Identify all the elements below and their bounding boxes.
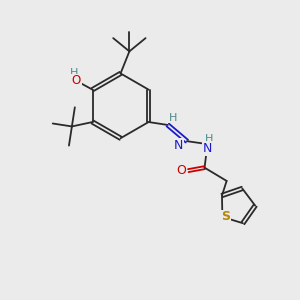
Text: N: N bbox=[174, 139, 183, 152]
Text: N: N bbox=[203, 142, 212, 155]
Text: H: H bbox=[169, 112, 177, 123]
Text: O: O bbox=[177, 164, 187, 176]
Text: H: H bbox=[205, 134, 213, 144]
Text: S: S bbox=[221, 210, 230, 224]
Text: H: H bbox=[70, 68, 78, 78]
Text: O: O bbox=[72, 74, 81, 87]
